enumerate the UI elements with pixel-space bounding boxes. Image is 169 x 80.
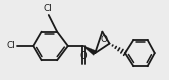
Text: O: O xyxy=(101,35,108,44)
Text: Cl: Cl xyxy=(44,4,53,13)
Text: Cl: Cl xyxy=(7,41,15,50)
Polygon shape xyxy=(83,46,96,55)
Text: O: O xyxy=(79,51,87,61)
